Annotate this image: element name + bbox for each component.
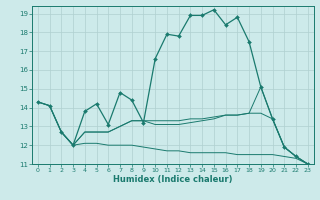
X-axis label: Humidex (Indice chaleur): Humidex (Indice chaleur) — [113, 175, 233, 184]
